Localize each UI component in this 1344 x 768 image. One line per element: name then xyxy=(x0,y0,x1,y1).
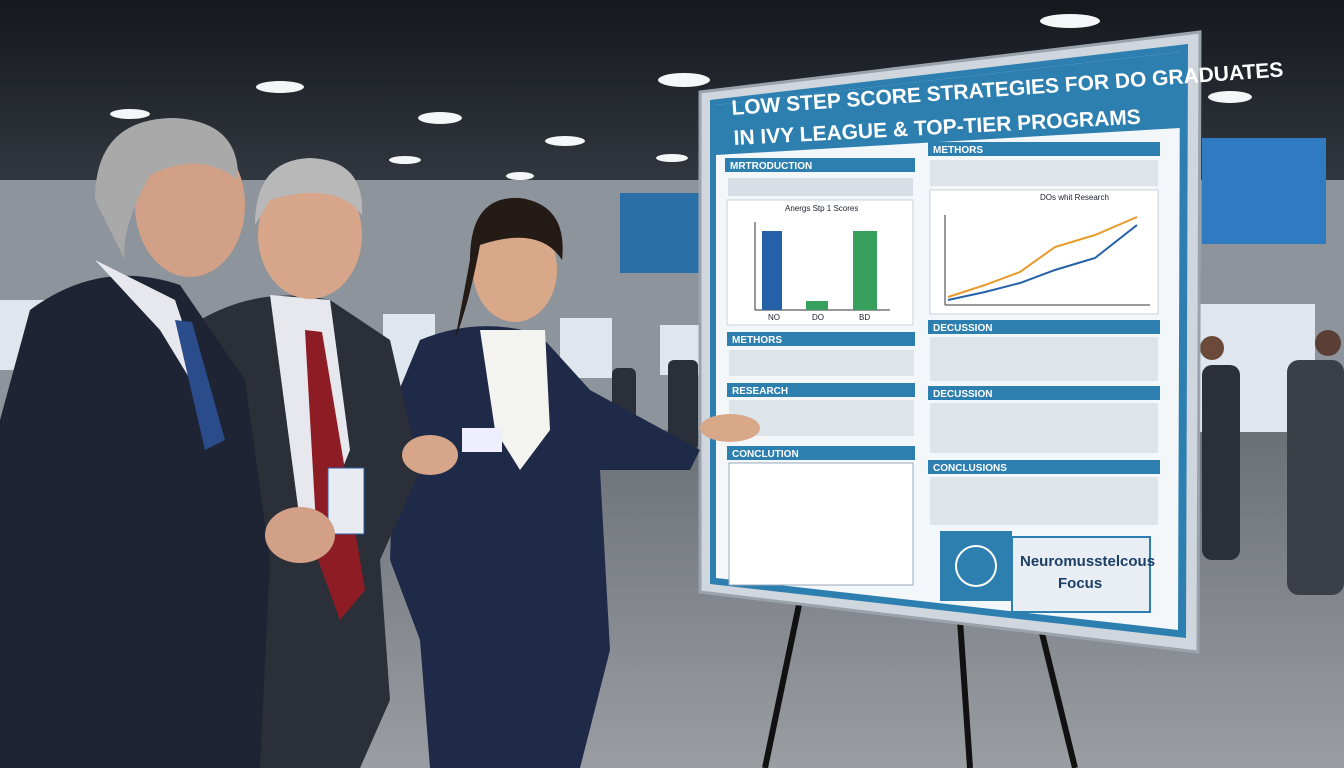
section-title: CONCLUTION xyxy=(732,449,799,460)
section-title: DECUSSION xyxy=(933,389,992,400)
hair xyxy=(255,158,363,225)
section-title: METHORS xyxy=(933,145,983,156)
brain-icon xyxy=(940,531,1012,601)
section-header xyxy=(928,142,1160,156)
light xyxy=(418,112,462,124)
bar xyxy=(762,231,782,310)
screen xyxy=(620,193,702,273)
face xyxy=(473,218,557,322)
light xyxy=(658,73,710,87)
light xyxy=(389,156,421,164)
text-block xyxy=(729,350,914,376)
text-block xyxy=(930,477,1158,525)
chart-title: Anergs Stp 1 Scores xyxy=(785,204,858,213)
section-header xyxy=(727,383,915,397)
person-bg xyxy=(1202,365,1240,560)
bar-label: NO xyxy=(768,313,780,322)
hands xyxy=(265,507,335,563)
text-block xyxy=(930,403,1158,453)
legend-entry: DOs whit Research xyxy=(1040,193,1109,202)
text-block xyxy=(728,178,913,196)
light xyxy=(545,136,585,146)
text-block xyxy=(930,337,1158,381)
bar xyxy=(853,231,877,310)
section-header xyxy=(725,158,915,172)
light xyxy=(256,81,304,93)
hand xyxy=(700,414,760,442)
badge xyxy=(1011,536,1151,613)
trend-line xyxy=(947,216,1138,298)
trend-line xyxy=(947,224,1138,301)
easel-leg xyxy=(762,599,803,768)
section-title: CONCLUSIONS xyxy=(933,463,1007,474)
right-column: METHORS DOs whit Research DECUSSION DECU… xyxy=(928,142,1160,613)
section-title: MRTRODUCTION xyxy=(730,161,812,172)
name-badge xyxy=(462,428,502,452)
person-bg xyxy=(668,360,698,450)
easel xyxy=(762,599,1078,768)
section-header xyxy=(727,332,915,346)
person-bg xyxy=(1287,360,1344,595)
bar xyxy=(806,301,828,310)
tie xyxy=(175,320,225,450)
light xyxy=(506,172,534,180)
section-title: RESEARCH xyxy=(732,386,788,397)
shirt xyxy=(480,330,550,470)
section-title: METHORS xyxy=(732,335,782,346)
light xyxy=(1040,14,1100,28)
shirt xyxy=(95,260,215,420)
bar-label: DO xyxy=(812,313,824,322)
hair xyxy=(455,197,563,340)
left-column: MRTRODUCTION Anergs Stp 1 Scores NO DO B… xyxy=(725,158,915,586)
light xyxy=(110,109,150,119)
bar-label: BD xyxy=(859,313,870,322)
title-band xyxy=(716,52,1180,155)
chart-panel xyxy=(929,189,1159,315)
section-header xyxy=(727,446,915,460)
presenter xyxy=(390,197,760,768)
badge-text: Neuromusstelcous xyxy=(1020,553,1155,570)
light xyxy=(656,154,688,162)
person-head xyxy=(1315,330,1341,356)
hand xyxy=(402,435,458,475)
face xyxy=(258,171,362,299)
section-header xyxy=(928,320,1160,334)
section-header xyxy=(928,460,1160,474)
section-header xyxy=(928,386,1160,400)
section-title: DECUSSION xyxy=(933,323,992,334)
hair xyxy=(95,118,239,260)
badge-text: Focus xyxy=(1058,575,1102,592)
ceiling-lights xyxy=(110,14,1252,180)
screen xyxy=(1202,138,1326,244)
person-head xyxy=(1200,336,1224,360)
text-block xyxy=(930,160,1158,186)
brain-outline xyxy=(955,545,997,587)
flow-diagram xyxy=(728,462,914,586)
lanyard-badge xyxy=(327,467,365,535)
easel-leg xyxy=(957,619,973,768)
man-left xyxy=(0,118,335,768)
text-block xyxy=(729,400,914,436)
easel-leg xyxy=(1037,624,1078,768)
light xyxy=(1208,91,1252,103)
